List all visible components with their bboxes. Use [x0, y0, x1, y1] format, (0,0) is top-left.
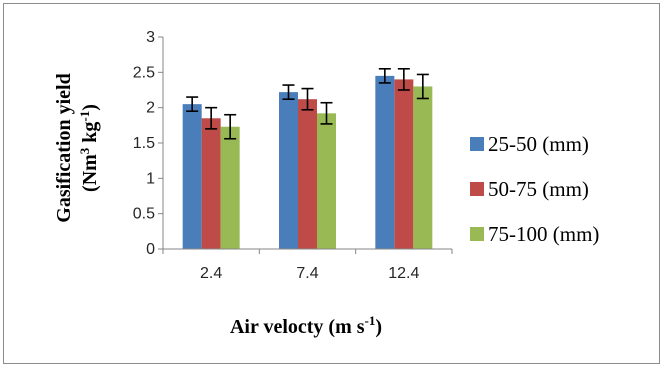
- x-axis-title: Air velocty (m s-1): [230, 313, 382, 338]
- legend-item: 75-100 (mm): [470, 222, 599, 246]
- y-tick-label: 1: [146, 170, 155, 187]
- y-tick-marks: [158, 36, 163, 250]
- legend-swatch: [470, 227, 484, 241]
- error-bar: [186, 96, 199, 112]
- error-bars: [186, 68, 429, 140]
- y-tick-label: 0: [146, 241, 155, 258]
- legend-item: 25-50 (mm): [470, 132, 589, 156]
- bar: [317, 113, 336, 249]
- x-tick-marks: [162, 249, 453, 254]
- y-tick-label: 3: [146, 29, 155, 46]
- legend-label: 50-75 (mm): [488, 177, 589, 201]
- legend-label: 25-50 (mm): [488, 132, 589, 156]
- bar: [182, 104, 202, 249]
- y-tick-labels: 0 0.5 1 1.5 2 2.5 3: [133, 29, 155, 258]
- error-bar: [205, 106, 218, 130]
- bar: [298, 99, 317, 249]
- legend-swatch: [470, 182, 484, 196]
- y-tick-label: 2.5: [133, 64, 155, 81]
- x-tick-label: 2.4: [200, 265, 222, 282]
- y-tick-label: 1.5: [133, 135, 155, 152]
- error-bar: [320, 101, 333, 125]
- y-axis-title-line1: Gasification yield: [53, 73, 75, 222]
- error-bar: [282, 84, 295, 100]
- error-bar: [224, 113, 237, 140]
- legend-swatch: [470, 137, 484, 151]
- y-tick-label: 0.5: [133, 206, 155, 223]
- bar: [220, 126, 240, 249]
- y-tick-label: 2: [146, 100, 155, 117]
- y-axis-title: Gasification yield (Nm3 kg-1): [53, 73, 101, 222]
- error-bar: [397, 68, 410, 91]
- legend-item: 50-75 (mm): [470, 177, 589, 201]
- bar: [394, 79, 414, 250]
- error-bar: [378, 68, 391, 84]
- error-bar: [301, 87, 314, 111]
- svg-text:(Nm3 kg-1): (Nm3 kg-1): [77, 104, 101, 192]
- legend-label: 75-100 (mm): [488, 222, 599, 246]
- bar: [375, 75, 395, 249]
- legend: 25-50 (mm) 50-75 (mm) 75-100 (mm): [470, 132, 599, 246]
- svg-text:Gasification yield: Gasification yield: [53, 73, 75, 222]
- bar: [279, 92, 298, 250]
- error-bar: [416, 73, 429, 100]
- x-tick-labels: 2.4 7.4 12.4: [200, 265, 419, 282]
- x-tick-label: 12.4: [388, 265, 419, 282]
- x-tick-label: 7.4: [296, 265, 318, 282]
- bars: [182, 75, 433, 250]
- bar: [413, 86, 433, 249]
- bar: [201, 118, 221, 250]
